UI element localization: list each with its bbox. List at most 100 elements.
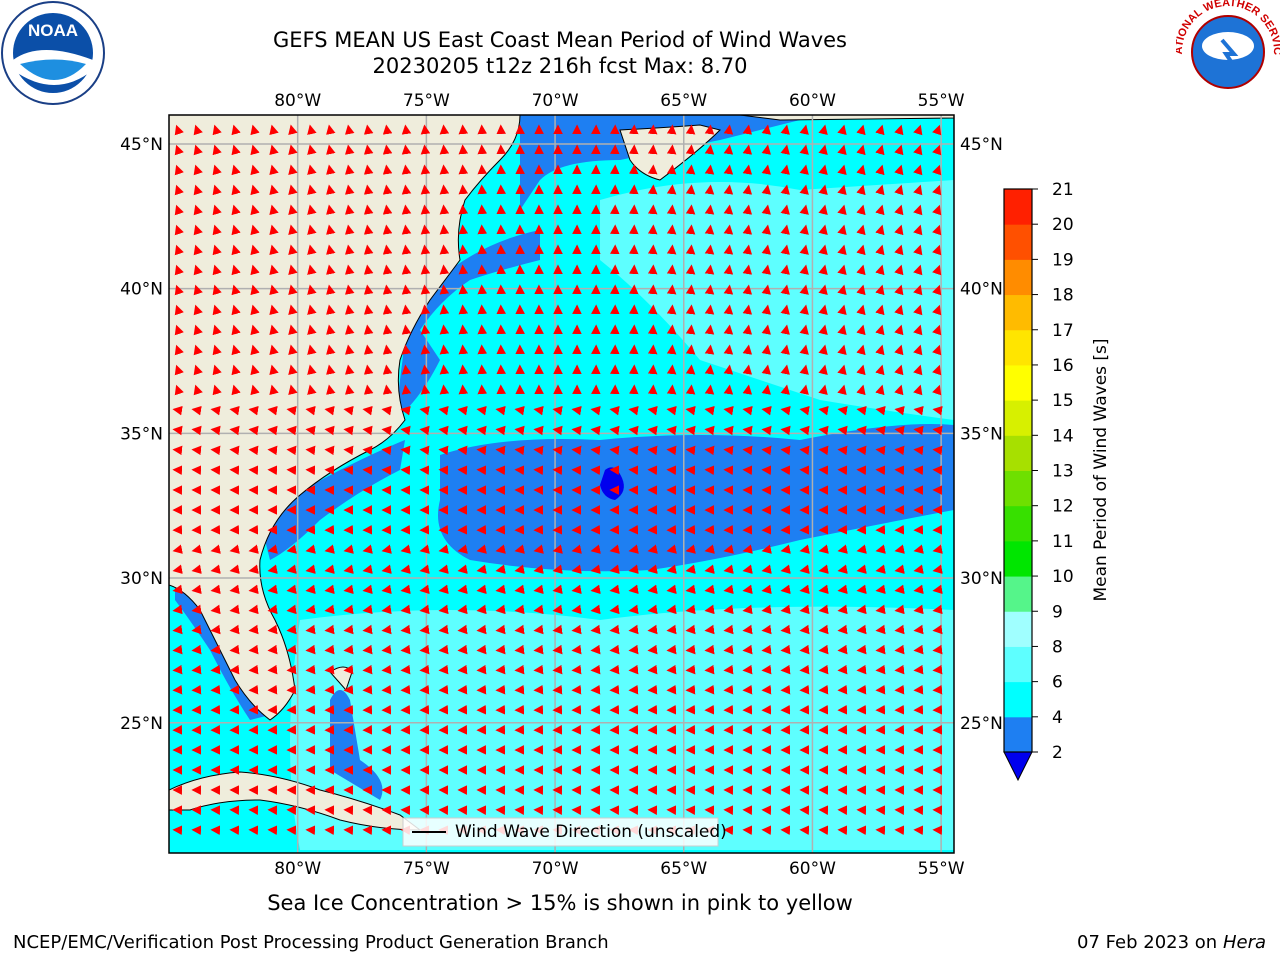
wave-arrow bbox=[856, 445, 867, 456]
wave-arrow bbox=[343, 564, 354, 574]
wave-arrow bbox=[419, 684, 430, 695]
wave-arrow bbox=[458, 144, 469, 155]
lon-label: 70°W bbox=[532, 859, 579, 879]
wave-arrow bbox=[609, 425, 620, 436]
wave-arrow bbox=[382, 364, 393, 375]
wave-arrow bbox=[628, 384, 639, 395]
wave-arrow bbox=[345, 224, 355, 235]
wave-arrow bbox=[932, 224, 942, 236]
wave-arrow bbox=[248, 584, 259, 595]
wave-arrow bbox=[818, 244, 828, 255]
lon-label: 60°W bbox=[789, 859, 836, 879]
wave-arrow bbox=[647, 604, 658, 615]
wave-arrow bbox=[837, 544, 848, 554]
wave-arrow bbox=[837, 564, 848, 574]
wave-arrow bbox=[818, 425, 829, 436]
wave-arrow bbox=[458, 184, 469, 195]
wave-arrow bbox=[174, 364, 184, 376]
wave-arrow bbox=[704, 425, 715, 436]
wave-arrow bbox=[704, 584, 715, 595]
wave-arrow bbox=[875, 644, 886, 655]
wave-arrow bbox=[818, 584, 829, 595]
wave-arrow bbox=[628, 664, 639, 675]
wave-arrow bbox=[647, 164, 658, 175]
wave-arrow bbox=[818, 644, 829, 655]
wave-arrow bbox=[288, 344, 298, 356]
wave-arrow bbox=[495, 544, 506, 554]
wave-arrow bbox=[324, 445, 335, 456]
wave-arrow bbox=[212, 184, 222, 196]
colorbar-tick-label: 16 bbox=[1052, 356, 1074, 376]
colorbar-tick-label: 21 bbox=[1052, 180, 1074, 200]
wave-arrow bbox=[439, 224, 450, 235]
wave-arrow bbox=[174, 244, 184, 256]
wave-arrow bbox=[345, 164, 355, 175]
wave-arrow bbox=[458, 384, 469, 395]
wave-arrow bbox=[174, 144, 184, 156]
wave-arrow bbox=[193, 124, 203, 136]
wave-arrow bbox=[856, 204, 866, 216]
wave-arrow bbox=[326, 244, 336, 255]
wave-arrow bbox=[362, 445, 373, 456]
wave-arrow bbox=[875, 224, 885, 236]
wave-arrow bbox=[286, 445, 297, 456]
wave-arrow bbox=[362, 564, 373, 574]
wave-arrow bbox=[326, 324, 336, 335]
wave-arrow bbox=[514, 644, 525, 655]
wave-arrow bbox=[894, 624, 905, 635]
wave-arrow bbox=[457, 604, 468, 615]
wave-arrow bbox=[419, 405, 430, 416]
wave-arrow bbox=[267, 584, 278, 595]
wave-arrow bbox=[172, 604, 183, 615]
wave-arrow bbox=[420, 224, 431, 235]
wave-arrow bbox=[476, 684, 487, 695]
wave-arrow bbox=[647, 144, 658, 155]
wave-arrow bbox=[174, 184, 184, 196]
wave-arrow bbox=[286, 544, 297, 554]
colorbar-tick-label: 12 bbox=[1052, 497, 1074, 517]
wave-arrow bbox=[590, 544, 601, 554]
wave-arrow bbox=[458, 304, 469, 315]
wave-arrow bbox=[231, 264, 241, 276]
wave-arrow bbox=[875, 405, 886, 416]
wave-arrow bbox=[799, 304, 809, 315]
wave-arrow bbox=[837, 684, 848, 695]
wave-arrow bbox=[571, 684, 582, 695]
wave-arrow bbox=[231, 324, 241, 336]
wave-arrow bbox=[932, 324, 942, 336]
wave-arrow bbox=[269, 144, 279, 156]
wave-arrow bbox=[932, 184, 942, 196]
wave-arrow bbox=[439, 384, 450, 395]
wave-arrow bbox=[856, 184, 866, 196]
wave-arrow bbox=[231, 124, 241, 136]
wave-arrow bbox=[345, 144, 355, 155]
wave-arrow bbox=[913, 284, 923, 296]
wave-arrow bbox=[818, 144, 828, 155]
wave-arrow bbox=[345, 304, 355, 315]
wave-arrow bbox=[685, 564, 696, 574]
wave-arrow bbox=[685, 644, 696, 655]
wave-arrow bbox=[818, 405, 829, 416]
wave-arrow bbox=[742, 224, 753, 235]
wave-arrow bbox=[780, 124, 790, 135]
wave-arrow bbox=[288, 304, 298, 316]
wave-arrow bbox=[439, 204, 450, 215]
wave-arrow bbox=[666, 284, 677, 295]
wave-arrow bbox=[288, 164, 298, 176]
map-frame bbox=[168, 114, 955, 854]
wave-arrow bbox=[780, 244, 790, 255]
wave-arrow bbox=[343, 425, 354, 436]
wave-arrow bbox=[326, 224, 336, 235]
wave-arrow bbox=[628, 124, 639, 135]
wave-arrow bbox=[172, 425, 183, 436]
wave-arrow bbox=[439, 364, 450, 375]
wave-arrow bbox=[419, 644, 430, 655]
wave-arrow bbox=[326, 304, 336, 315]
wave-arrow bbox=[704, 544, 715, 554]
wave-arrow bbox=[420, 184, 431, 195]
wave-arrow bbox=[723, 164, 734, 175]
wave-arrow bbox=[932, 644, 943, 655]
wave-arrow bbox=[761, 144, 772, 155]
wave-arrow bbox=[666, 344, 677, 355]
